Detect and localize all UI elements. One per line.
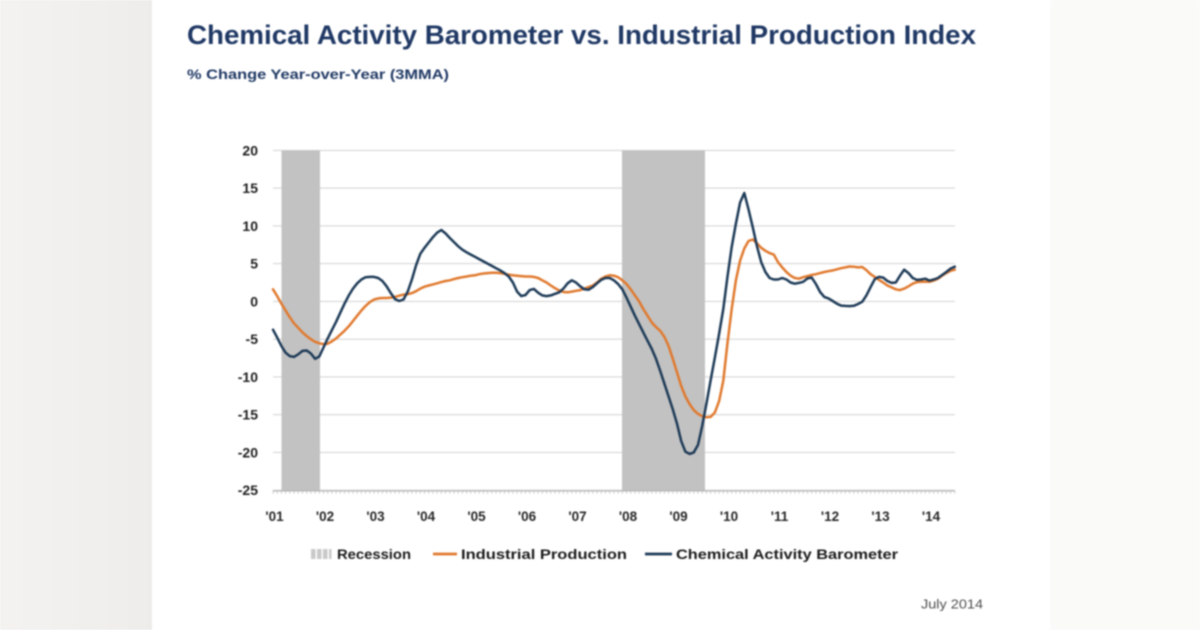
svg-text:Chemical Activity Barometer: Chemical Activity Barometer (676, 547, 899, 562)
svg-text:10: 10 (242, 218, 258, 234)
svg-text:20: 20 (242, 142, 258, 158)
svg-text:'07: '07 (568, 509, 586, 524)
svg-text:5: 5 (250, 256, 258, 272)
svg-text:15: 15 (242, 180, 258, 196)
svg-text:'14: '14 (922, 509, 941, 524)
svg-text:Industrial Production: Industrial Production (461, 547, 627, 562)
svg-text:Recession: Recession (337, 547, 411, 562)
svg-text:-10: -10 (238, 369, 258, 385)
svg-text:'13: '13 (871, 509, 890, 524)
svg-text:-15: -15 (238, 407, 258, 423)
svg-text:'09: '09 (669, 509, 687, 524)
svg-text:0: 0 (250, 293, 258, 309)
svg-text:'10: '10 (720, 509, 738, 524)
svg-text:'12: '12 (821, 509, 839, 524)
svg-text:'08: '08 (619, 509, 638, 524)
svg-text:-20: -20 (238, 444, 258, 460)
svg-text:'03: '03 (366, 509, 385, 524)
svg-text:% Change Year-over-Year (3MMA): % Change Year-over-Year (3MMA) (187, 66, 449, 82)
svg-text:-25: -25 (238, 482, 258, 498)
svg-text:'01: '01 (265, 509, 284, 524)
svg-text:July 2014: July 2014 (921, 598, 983, 612)
svg-text:'05: '05 (467, 509, 486, 524)
svg-text:'06: '06 (518, 509, 537, 524)
svg-text:Chemical Activity Barometer vs: Chemical Activity Barometer vs. Industri… (187, 20, 976, 50)
svg-text:'04: '04 (417, 509, 436, 524)
svg-text:'11: '11 (771, 509, 789, 524)
svg-text:'02: '02 (316, 509, 334, 524)
svg-text:-5: -5 (246, 331, 259, 347)
